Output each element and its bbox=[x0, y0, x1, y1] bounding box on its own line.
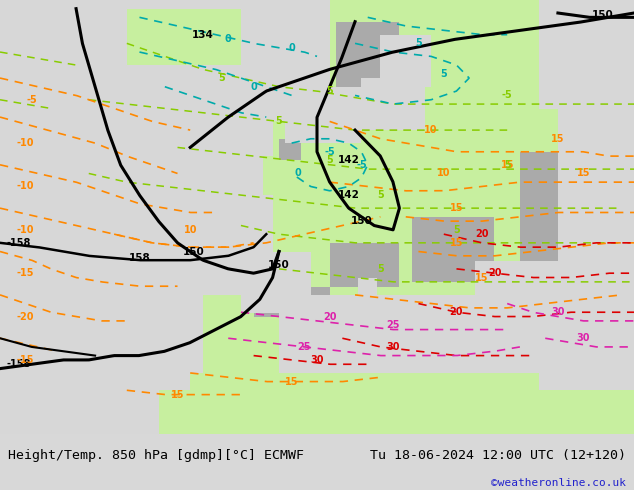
Text: 142: 142 bbox=[338, 155, 359, 166]
Text: Tu 18-06-2024 12:00 UTC (12+120): Tu 18-06-2024 12:00 UTC (12+120) bbox=[370, 448, 626, 462]
Text: -5: -5 bbox=[325, 147, 335, 157]
Text: 0: 0 bbox=[250, 82, 257, 92]
Text: -10: -10 bbox=[16, 225, 34, 235]
Text: -15: -15 bbox=[16, 355, 34, 365]
Text: -20: -20 bbox=[16, 312, 34, 321]
Text: 0: 0 bbox=[288, 43, 295, 53]
Text: 20: 20 bbox=[475, 229, 489, 239]
Text: -5: -5 bbox=[502, 90, 512, 100]
Text: 150: 150 bbox=[183, 246, 204, 257]
Text: Height/Temp. 850 hPa [gdmp][°C] ECMWF: Height/Temp. 850 hPa [gdmp][°C] ECMWF bbox=[8, 448, 304, 462]
Text: 10: 10 bbox=[437, 169, 451, 178]
Text: 5: 5 bbox=[504, 160, 510, 170]
Text: -5: -5 bbox=[27, 95, 37, 105]
Text: 5: 5 bbox=[276, 117, 282, 126]
Text: 150: 150 bbox=[268, 260, 290, 270]
Text: 20: 20 bbox=[488, 268, 501, 278]
Text: 142: 142 bbox=[338, 190, 359, 200]
Text: 15: 15 bbox=[450, 203, 463, 213]
Text: 25: 25 bbox=[386, 320, 400, 330]
Text: 5: 5 bbox=[377, 264, 384, 274]
Text: -15: -15 bbox=[16, 268, 34, 278]
Text: 5: 5 bbox=[453, 225, 460, 235]
Text: 0: 0 bbox=[295, 169, 301, 178]
Text: 15: 15 bbox=[551, 134, 565, 144]
Text: 15: 15 bbox=[500, 160, 514, 170]
Text: 15: 15 bbox=[285, 377, 299, 387]
Text: 10: 10 bbox=[424, 125, 438, 135]
Text: 25: 25 bbox=[297, 342, 311, 352]
Text: 5: 5 bbox=[415, 38, 422, 49]
Text: 5: 5 bbox=[327, 155, 333, 166]
Text: -158: -158 bbox=[6, 359, 30, 369]
Text: 150: 150 bbox=[351, 216, 372, 226]
Text: 5: 5 bbox=[377, 190, 384, 200]
Text: 15: 15 bbox=[576, 169, 590, 178]
Text: 15: 15 bbox=[475, 272, 489, 283]
Text: ©weatheronline.co.uk: ©weatheronline.co.uk bbox=[491, 478, 626, 488]
Text: 15: 15 bbox=[171, 390, 184, 400]
Text: 134: 134 bbox=[192, 30, 214, 40]
Text: -158: -158 bbox=[6, 238, 30, 248]
Text: 30: 30 bbox=[576, 333, 590, 343]
Text: -10: -10 bbox=[16, 138, 34, 148]
Text: 150: 150 bbox=[592, 10, 613, 20]
Text: 30: 30 bbox=[386, 342, 400, 352]
Text: 15: 15 bbox=[450, 238, 463, 248]
Text: 30: 30 bbox=[551, 307, 565, 317]
Text: -10: -10 bbox=[16, 181, 34, 192]
Text: 20: 20 bbox=[450, 307, 463, 317]
Text: 5: 5 bbox=[219, 73, 225, 83]
Text: 30: 30 bbox=[310, 355, 324, 365]
Text: 5: 5 bbox=[441, 69, 447, 79]
Text: 20: 20 bbox=[323, 312, 337, 321]
Text: 5: 5 bbox=[327, 86, 333, 96]
Text: 10: 10 bbox=[183, 225, 197, 235]
Text: -5: -5 bbox=[356, 160, 366, 170]
Text: 158: 158 bbox=[129, 253, 150, 263]
Text: 0: 0 bbox=[225, 34, 231, 44]
